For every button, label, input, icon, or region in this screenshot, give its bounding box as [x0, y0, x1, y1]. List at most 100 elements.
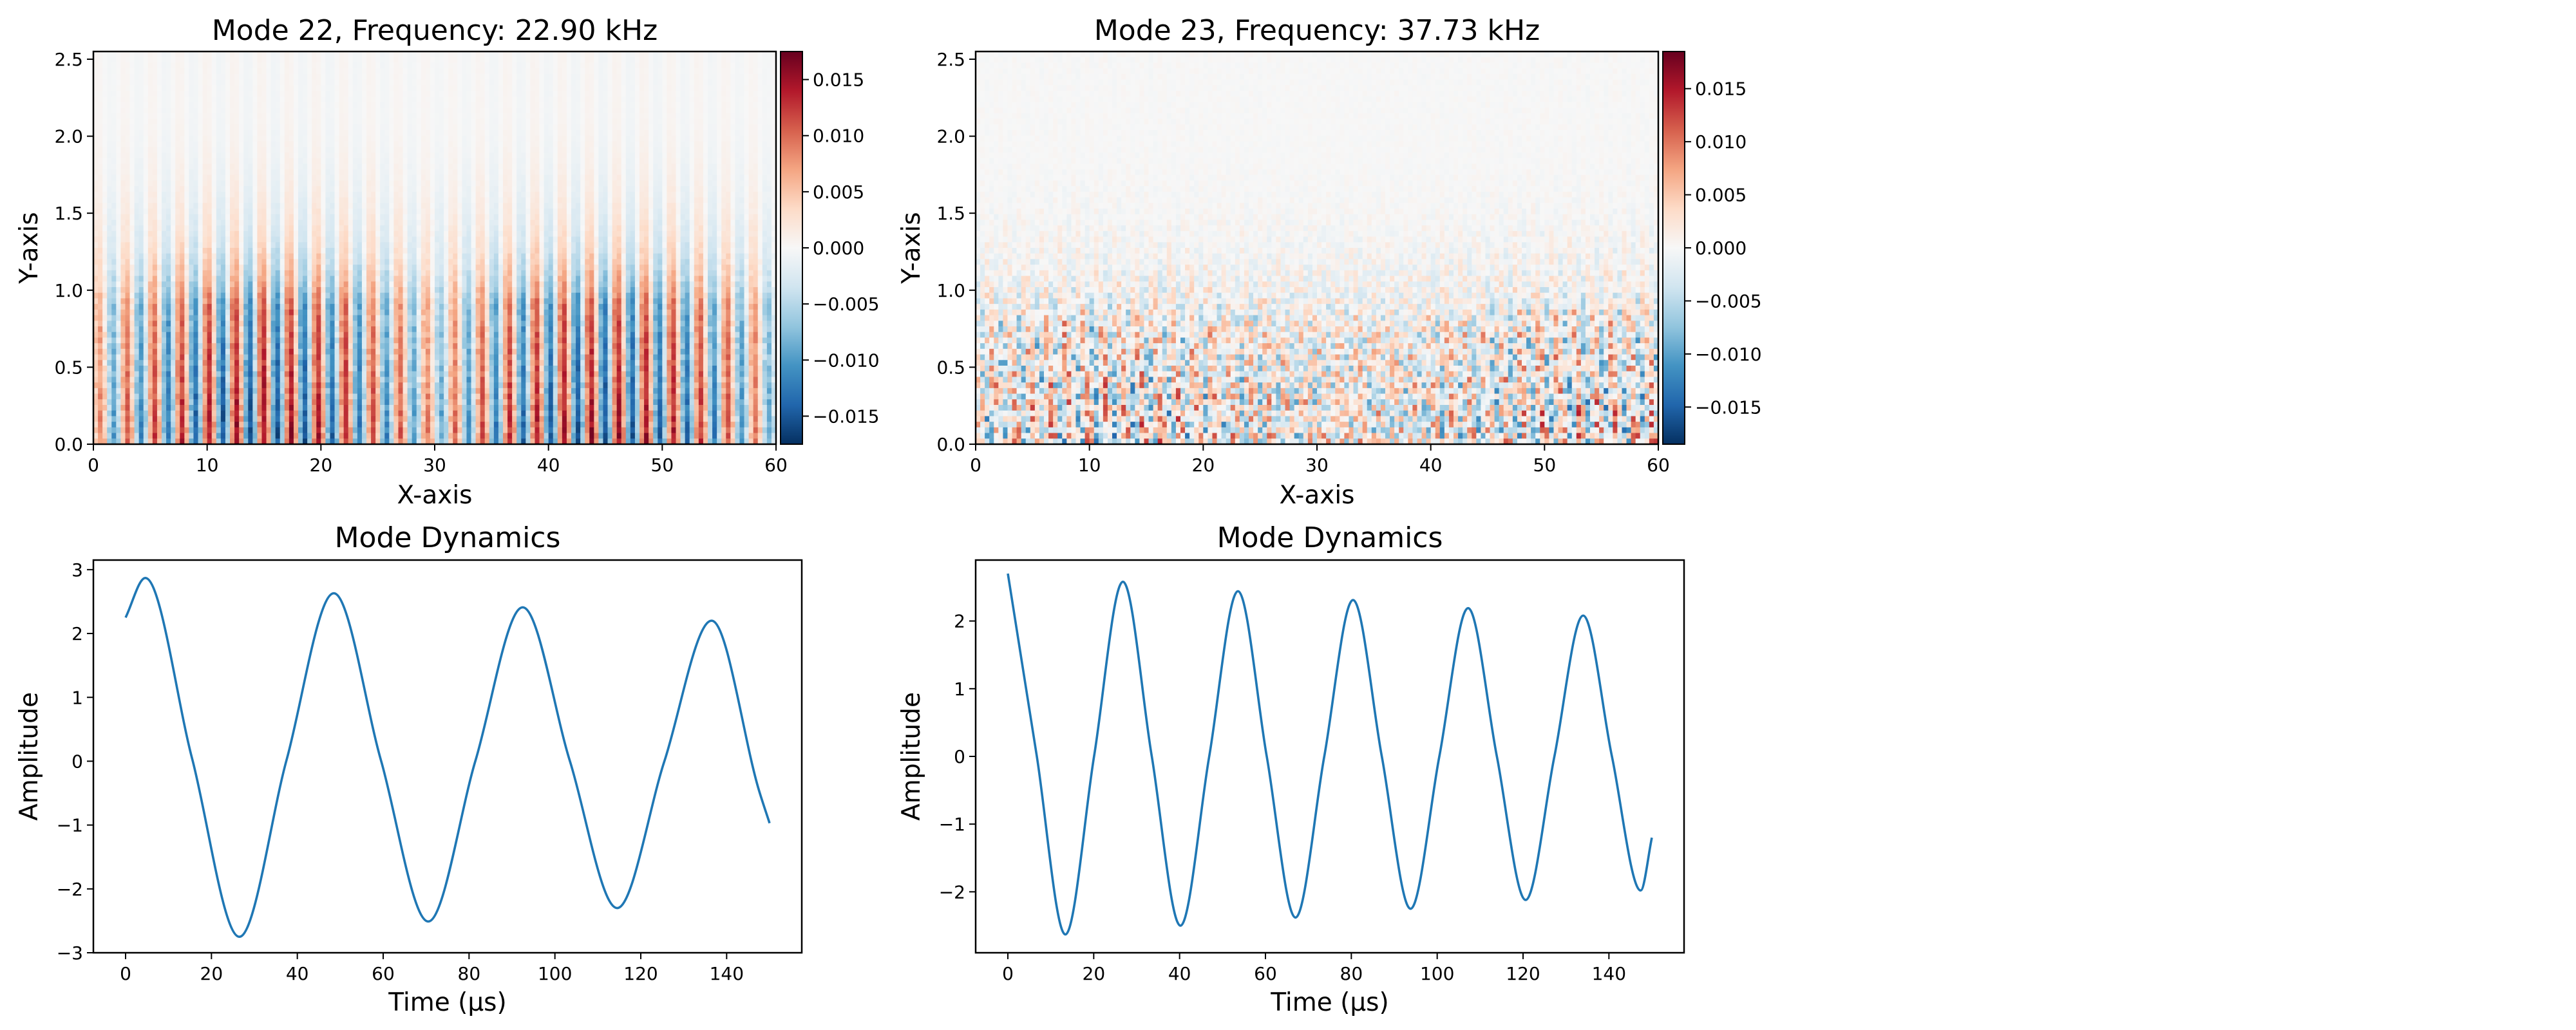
x-tick-label: 60 — [764, 454, 788, 476]
x-axis-ticks: 0 10 20 30 40 50 60 — [970, 444, 1670, 476]
x-tick-label: 0 — [1002, 963, 1014, 984]
x-tick-label: 60 — [1647, 454, 1670, 476]
x-tick-label: 120 — [623, 963, 658, 984]
y-tick-label: 1.0 — [936, 280, 965, 301]
colorbar: 0.015 0.010 0.005 0.000 −0.005 −0.010 −0.015 — [781, 52, 880, 444]
y-tick-label: 0 — [71, 751, 83, 772]
panel-mode-23-dynamics: Mode Dynamics 0 20 40 60 80 100 120 140 2 1 0 −1 −2… — [897, 521, 1684, 1017]
colorbar-tick-label: −0.015 — [1695, 397, 1762, 418]
series-line — [126, 578, 770, 937]
colorbar-tick-label: 0.005 — [1695, 185, 1747, 206]
colorbar-tick-label: 0.000 — [1695, 238, 1747, 259]
x-tick-label: 0 — [120, 963, 131, 984]
y-tick-label: 1 — [71, 687, 83, 708]
colorbar-gradient — [1663, 52, 1685, 444]
colorbar-tick-label: −0.015 — [813, 406, 880, 427]
y-tick-label: 2.5 — [936, 49, 965, 70]
panel-mode-22-heatmap: Mode 22, Frequency: 22.90 kHz 0 10 20 30 40 5… — [15, 14, 880, 510]
series-layer — [126, 578, 770, 937]
y-axis-ticks: 0.00.51.01.52.02.5 — [54, 49, 93, 455]
series-line — [1008, 574, 1652, 935]
x-tick-label: 40 — [1419, 454, 1443, 476]
colorbar-tick-label: −0.010 — [813, 350, 880, 371]
panel-mode-23-heatmap: Mode 23, Frequency: 37.73 kHz 0 10 20 30 40 5… — [897, 14, 1762, 510]
x-tick-label: 50 — [1533, 454, 1557, 476]
colorbar-tick-label: 0.000 — [813, 238, 864, 259]
colorbar-tick-label: 0.005 — [813, 182, 864, 203]
y-axis-ticks: 0.0 0.5 1.0 1.5 2.0 2.5 — [936, 49, 976, 455]
colorbar-tick-label: −0.005 — [1695, 290, 1762, 312]
x-tick-label: 60 — [1254, 963, 1277, 984]
x-tick-label: 30 — [423, 454, 446, 476]
colorbar-tick-label: 0.015 — [1695, 79, 1747, 100]
colorbar-ticks: 0.015 0.010 0.005 0.000 −0.005 −0.010 −0.015 — [802, 70, 880, 427]
x-tick-label: 10 — [196, 454, 219, 476]
y-axis-ticks: 2 1 0 −1 −2 — [939, 611, 976, 903]
y-tick-label: −2 — [939, 881, 965, 903]
y-tick-label: 0.0 — [936, 434, 965, 455]
chart-title: Mode 23, Frequency: 37.73 kHz — [1094, 14, 1540, 47]
heatmap-cells — [93, 52, 777, 445]
y-tick-label: 0.5 — [936, 357, 965, 378]
y-axis-label: Amplitude — [897, 692, 926, 821]
x-tick-label: 20 — [310, 454, 333, 476]
x-tick-label: 40 — [286, 963, 309, 984]
x-axis-label: X-axis — [1280, 481, 1355, 510]
x-axis-label: Time (μs) — [1270, 988, 1388, 1017]
x-axis-ticks: 0 20 40 60 80 100 120 140 — [1002, 953, 1626, 984]
colorbar-tick-label: 0.015 — [813, 70, 864, 91]
x-tick-label: 30 — [1305, 454, 1329, 476]
y-tick-label: 1.5 — [936, 203, 965, 224]
y-tick-label: 2.0 — [936, 126, 965, 147]
x-tick-label: 100 — [1420, 963, 1454, 984]
y-tick-label: 2.5 — [54, 49, 83, 70]
y-tick-label: 2.0 — [54, 126, 83, 147]
x-tick-label: 0 — [970, 454, 981, 476]
chart-title: Mode Dynamics — [335, 521, 561, 554]
y-tick-label: −1 — [939, 814, 965, 835]
x-tick-label: 20 — [200, 963, 223, 984]
y-tick-label: 1.0 — [54, 280, 83, 301]
colorbar-gradient — [781, 52, 802, 444]
x-axis-label: Time (μs) — [388, 988, 506, 1017]
x-tick-label: 140 — [710, 963, 744, 984]
x-tick-label: 40 — [1168, 963, 1191, 984]
chart-title: Mode Dynamics — [1217, 521, 1443, 554]
y-tick-label: 2 — [71, 623, 83, 644]
x-tick-label: 10 — [1078, 454, 1101, 476]
chart-title: Mode 22, Frequency: 22.90 kHz — [212, 14, 658, 47]
y-tick-label: 2 — [954, 611, 965, 632]
plot-frame — [976, 560, 1684, 953]
y-tick-label: 1.5 — [54, 203, 83, 224]
y-axis-label: Amplitude — [15, 692, 44, 821]
x-tick-label: 100 — [538, 963, 572, 984]
series-layer — [1008, 574, 1652, 935]
x-tick-label: 0 — [88, 454, 99, 476]
x-axis-ticks: 0 10 20 30 40 50 60 — [88, 444, 788, 476]
y-axis-label: Y-axis — [15, 212, 44, 284]
x-tick-label: 120 — [1506, 963, 1540, 984]
colorbar-tick-label: 0.010 — [1695, 131, 1747, 153]
y-tick-label: 0.5 — [54, 357, 83, 378]
x-tick-label: 20 — [1083, 963, 1106, 984]
y-tick-label: −3 — [57, 942, 83, 964]
colorbar-tick-label: −0.005 — [813, 294, 880, 315]
y-tick-label: −1 — [57, 815, 83, 836]
y-tick-label: 1 — [954, 679, 965, 700]
y-tick-label: 0 — [954, 746, 965, 767]
colorbar-tick-label: 0.010 — [813, 126, 864, 147]
x-tick-label: 80 — [1340, 963, 1363, 984]
plot-frame — [93, 560, 802, 953]
y-tick-label: −2 — [57, 879, 83, 900]
x-axis-ticks: 0 20 40 60 80 100 120 140 — [120, 953, 744, 984]
x-tick-label: 40 — [537, 454, 560, 476]
x-axis-label: X-axis — [397, 481, 473, 510]
x-tick-label: 80 — [458, 963, 481, 984]
x-tick-label: 140 — [1592, 963, 1626, 984]
x-tick-label: 60 — [372, 963, 395, 984]
x-tick-label: 50 — [651, 454, 674, 476]
